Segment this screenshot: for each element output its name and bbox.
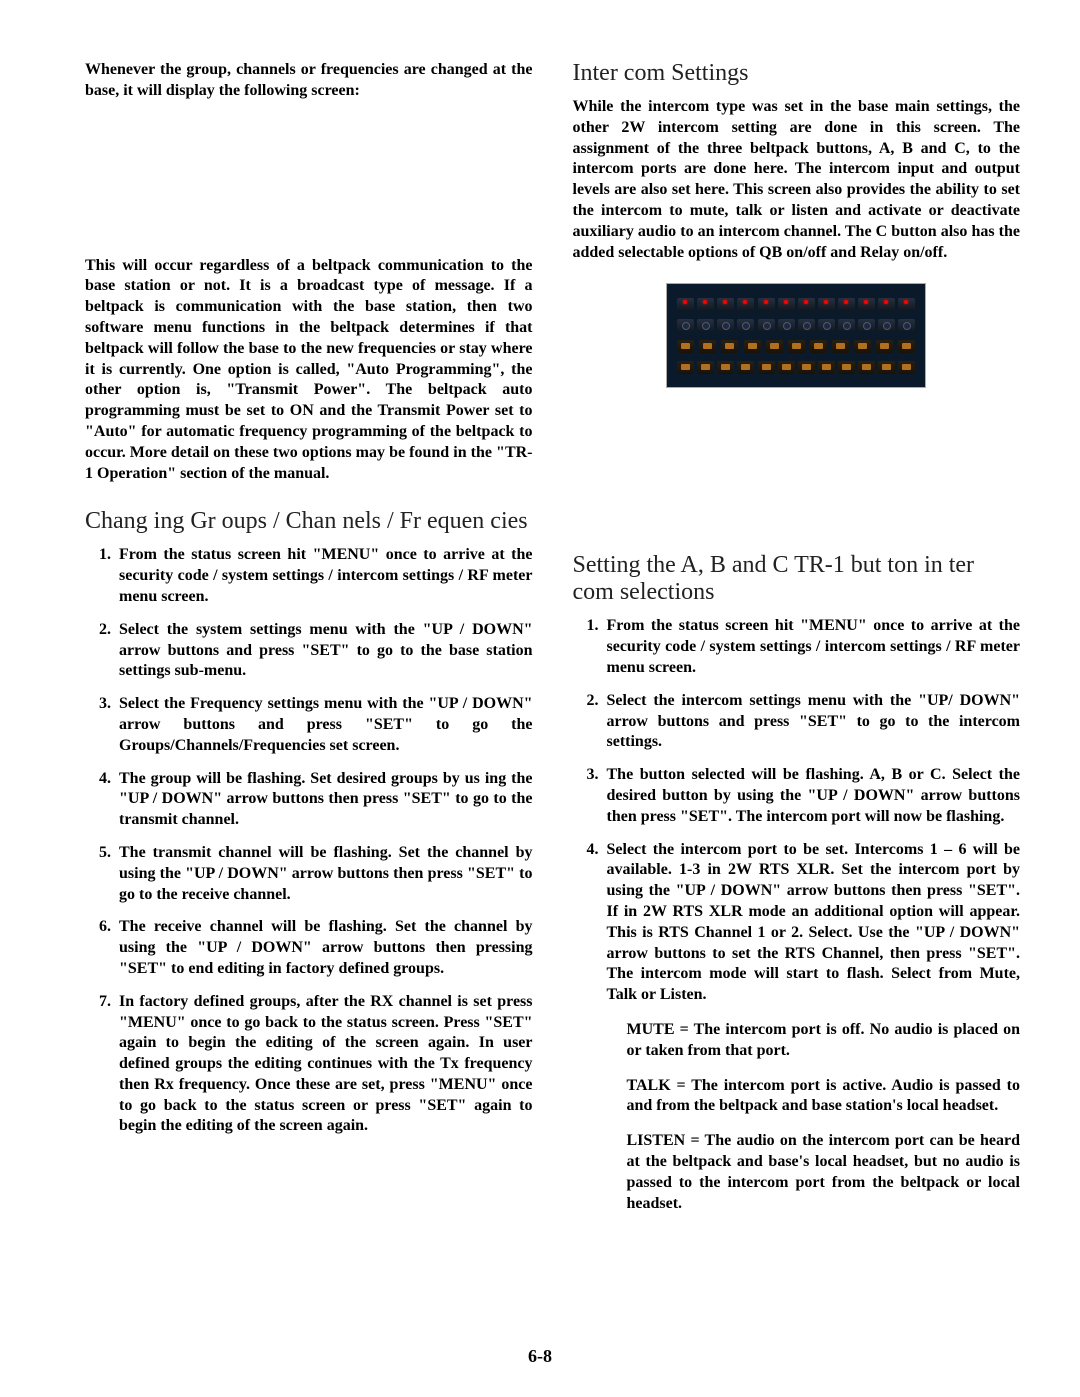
panel-row-1 bbox=[677, 298, 915, 311]
panel-row-2 bbox=[677, 319, 915, 332]
left-intro-2: This will occur regardless of a beltpack… bbox=[85, 256, 533, 485]
left-step-6: The receive channel will be flashing. Se… bbox=[115, 917, 533, 979]
mode-mute: MUTE = The intercom port is off. No audi… bbox=[627, 1020, 1021, 1062]
left-step-1: From the status screen hit "MENU" once t… bbox=[115, 545, 533, 607]
heading-intercom-settings: Inter com Settings bbox=[573, 60, 1021, 87]
left-steps-list: From the status screen hit "MENU" once t… bbox=[85, 545, 533, 1137]
two-column-layout: Whenever the group, channels or frequenc… bbox=[85, 60, 1020, 1214]
mode-listen: LISTEN = The audio on the intercom port … bbox=[627, 1131, 1021, 1214]
panel-row-4 bbox=[677, 361, 915, 374]
right-step-3: The button selected will be flashing. A,… bbox=[603, 765, 1021, 827]
right-column: Inter com Settings While the intercom ty… bbox=[573, 60, 1021, 1214]
heading-changing-groups: Chang ing Gr oups / Chan nels / Fr equen… bbox=[85, 508, 533, 535]
right-intro: While the intercom type was set in the b… bbox=[573, 97, 1021, 263]
image-gap bbox=[573, 388, 1021, 528]
left-step-4: The group will be flashing. Set desired … bbox=[115, 769, 533, 831]
heading-setting-abc: Setting the A, B and C TR-1 but ton in t… bbox=[573, 552, 1021, 606]
left-intro-1: Whenever the group, channels or frequenc… bbox=[85, 60, 533, 102]
mode-talk: TALK = The intercom port is active. Audi… bbox=[627, 1076, 1021, 1118]
page-number: 6-8 bbox=[0, 1346, 1080, 1367]
left-step-5: The transmit channel will be flashing. S… bbox=[115, 843, 533, 905]
right-step-2: Select the intercom settings menu with t… bbox=[603, 691, 1021, 753]
left-step-3: Select the Frequency settings menu with … bbox=[115, 694, 533, 756]
right-step-1: From the status screen hit "MENU" once t… bbox=[603, 616, 1021, 678]
page: Whenever the group, channels or frequenc… bbox=[0, 0, 1080, 1397]
intercom-panel-image bbox=[666, 283, 926, 388]
left-step-2: Select the system settings menu with the… bbox=[115, 620, 533, 682]
screenshot-placeholder-left bbox=[85, 116, 533, 256]
panel-row-3 bbox=[677, 340, 915, 353]
right-steps-list: From the status screen hit "MENU" once t… bbox=[573, 616, 1021, 1006]
left-step-7: In factory defined groups, after the RX … bbox=[115, 992, 533, 1138]
left-column: Whenever the group, channels or frequenc… bbox=[85, 60, 533, 1214]
right-step-4: Select the intercom port to be set. Inte… bbox=[603, 840, 1021, 1006]
